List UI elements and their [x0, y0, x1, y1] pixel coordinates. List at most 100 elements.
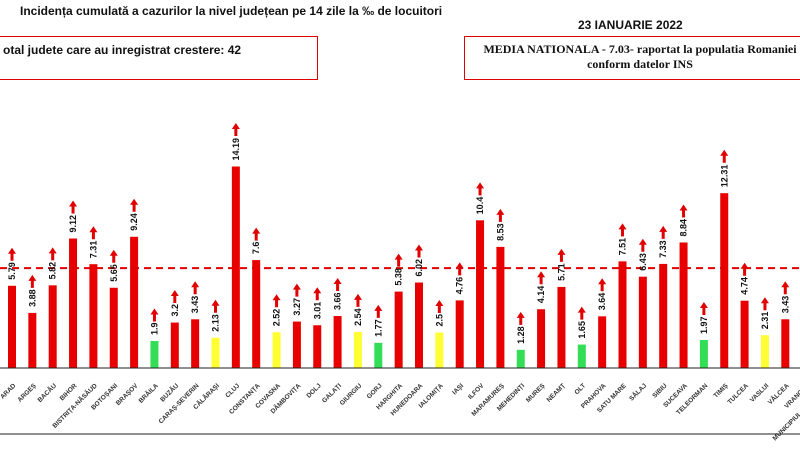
- category-label: ARGEȘ: [16, 382, 38, 404]
- arrow-up-icon: [333, 278, 342, 292]
- bar: [740, 300, 749, 368]
- bar: [211, 337, 220, 368]
- value-label: 3.01: [312, 302, 322, 320]
- value-label: 2.54: [353, 308, 363, 326]
- bar: [89, 264, 98, 368]
- arrow-up-icon: [699, 302, 708, 316]
- chart-title: Incidența cumulată a cazurilor la nivel …: [20, 4, 443, 18]
- bar: [69, 238, 78, 368]
- arrow-up-icon: [8, 247, 16, 261]
- arrow-up-icon: [130, 198, 139, 212]
- value-label: 4.76: [455, 277, 465, 295]
- bar: [170, 322, 179, 368]
- bar: [435, 332, 444, 368]
- value-label: 12.31: [719, 165, 729, 188]
- arrow-up-icon: [415, 244, 423, 258]
- arrow-up-icon: [720, 149, 729, 163]
- category-label: GORJ: [366, 382, 384, 400]
- arrow-up-icon: [557, 248, 566, 262]
- value-label: 1.97: [699, 316, 709, 334]
- bar: [191, 319, 200, 368]
- arrow-up-icon: [211, 299, 220, 313]
- value-label: 7.33: [658, 240, 668, 258]
- arrow-up-icon: [313, 287, 322, 301]
- bar: [638, 276, 647, 368]
- bar: [28, 312, 37, 368]
- bar: [557, 286, 566, 368]
- arrow-up-icon: [598, 278, 607, 292]
- category-label: TULCEA: [726, 382, 750, 406]
- value-label: 2.13: [211, 314, 221, 332]
- value-label: 5.79: [7, 262, 17, 280]
- value-label: 5.38: [394, 268, 404, 286]
- arrow-up-icon: [394, 253, 403, 267]
- value-label: 3.66: [333, 292, 343, 310]
- arrow-up-icon: [476, 182, 485, 196]
- arrow-up-icon: [781, 281, 790, 295]
- value-label: 4.14: [536, 286, 546, 304]
- value-label: 5.65: [109, 264, 119, 282]
- arrow-up-icon: [659, 225, 668, 239]
- bar: [659, 263, 668, 368]
- arrow-up-icon: [292, 283, 301, 297]
- value-label: 3.88: [27, 289, 37, 307]
- bar: [8, 285, 16, 368]
- value-label: 3.43: [190, 296, 200, 314]
- arrow-up-icon: [272, 294, 281, 308]
- arrow-up-icon: [760, 297, 769, 311]
- category-label: SĂLAJ: [627, 381, 649, 403]
- arrow-up-icon: [435, 300, 444, 313]
- arrow-up-icon: [191, 281, 200, 295]
- category-label: ARAD: [0, 382, 18, 400]
- value-label: 1.77: [373, 319, 383, 337]
- arrow-up-icon: [150, 308, 159, 322]
- bar: [577, 344, 586, 368]
- value-label: 2.31: [760, 312, 770, 330]
- bar: [313, 325, 322, 368]
- bar: [415, 282, 423, 368]
- bar: [455, 300, 464, 368]
- category-label: BIHOR: [59, 382, 79, 402]
- increase-count-text: otal judete care au inregistrat crestere…: [3, 43, 242, 57]
- category-label: BRĂILA: [136, 381, 160, 405]
- value-label: 1.9: [149, 323, 159, 336]
- arrow-up-icon: [455, 262, 464, 276]
- value-label: 14.19: [231, 138, 241, 161]
- value-label: 1.65: [577, 321, 587, 339]
- category-label: ILFOV: [467, 382, 486, 401]
- arrow-up-icon: [577, 306, 586, 320]
- bars-layer: [8, 166, 790, 368]
- value-label: 3.2: [170, 304, 180, 317]
- value-label: 9.24: [129, 213, 139, 231]
- category-label: TIMIȘ: [712, 382, 730, 400]
- category-label: CLUJ: [224, 382, 241, 399]
- arrow-up-icon: [516, 311, 525, 325]
- value-label: 5.82: [48, 262, 58, 280]
- bar: [516, 349, 525, 368]
- value-label: 3.43: [780, 296, 790, 314]
- bar: [699, 340, 708, 368]
- value-label: 8.53: [495, 223, 505, 241]
- value-label: 9.12: [68, 215, 78, 233]
- bar: [150, 341, 159, 368]
- bar: [353, 331, 362, 368]
- arrow-up-icon: [618, 223, 627, 237]
- value-label: 3.64: [597, 293, 607, 311]
- bar: [760, 335, 769, 368]
- arrow-up-icon: [679, 204, 688, 218]
- value-label: 7.31: [88, 241, 98, 259]
- arrows-layer: [8, 123, 790, 325]
- arrow-up-icon: [740, 262, 749, 276]
- bar: [476, 220, 485, 368]
- arrow-up-icon: [109, 249, 118, 263]
- value-label: 7.51: [618, 238, 628, 256]
- value-label: 5.71: [556, 263, 566, 281]
- arrow-up-icon: [28, 274, 37, 288]
- bar: [781, 319, 790, 368]
- bar: [130, 236, 139, 368]
- value-label: 3.27: [292, 298, 302, 316]
- value-labels-layer: 5.79 3.88 5.82 9.12 7.31 5.65 9.24 1.9 3.2 3.43 2.…: [7, 138, 790, 344]
- value-label: 6.02: [414, 259, 424, 277]
